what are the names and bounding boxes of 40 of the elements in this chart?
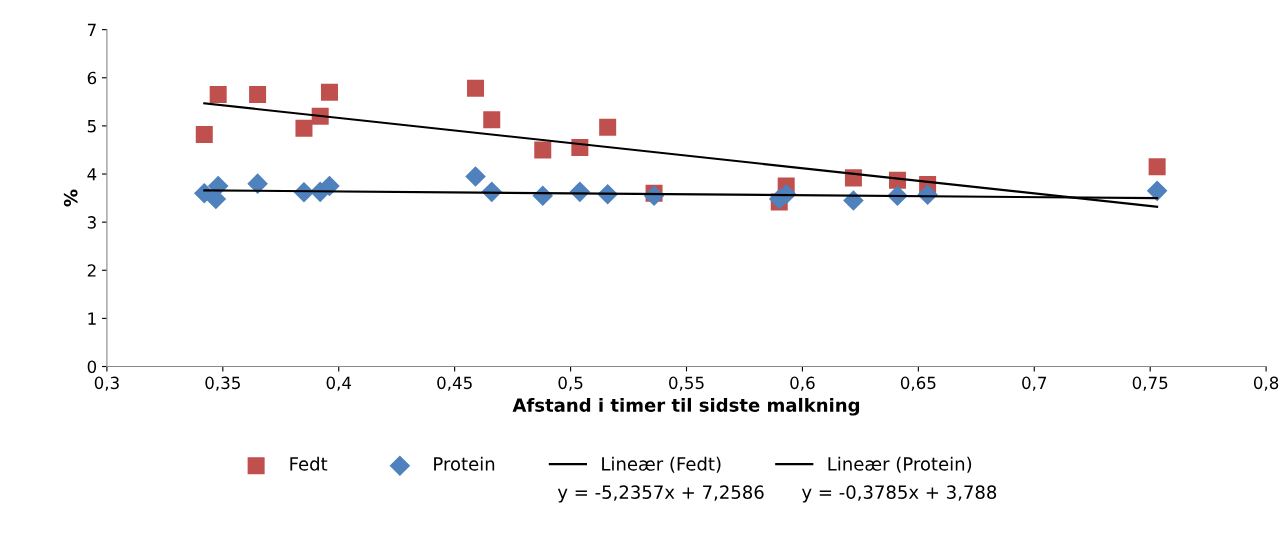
y-axis-title: % [63, 189, 78, 207]
x-tick-label: 0,4 [326, 376, 352, 391]
point [599, 118, 617, 136]
point [483, 111, 501, 129]
x-tick-label: 0,5 [558, 376, 583, 391]
legend-label: Protein [434, 456, 495, 471]
point [1148, 158, 1166, 176]
x-tick-label: 0,3 [94, 376, 119, 391]
x-tick-label: 0,8 [1253, 376, 1279, 391]
point [209, 86, 227, 104]
point [467, 79, 485, 97]
y-tick-label: 3 [87, 216, 96, 229]
y-tick-label: 0 [87, 360, 97, 374]
point [295, 119, 313, 137]
text: y = -5,2357x + 7,2586 [557, 485, 764, 503]
x-tick-label: 0,75 [1132, 376, 1168, 391]
x-tick-label: 0,6 [790, 376, 815, 391]
y-tick-label: 2 [87, 264, 96, 277]
y-tick-label: 1 [88, 312, 96, 325]
x-tick-label: 0,55 [669, 376, 704, 391]
point [247, 173, 268, 194]
legend-label: Fedt [290, 456, 328, 471]
y-tick-label: 6 [87, 71, 97, 85]
point [1146, 180, 1168, 202]
x-tick-label: 0,45 [437, 376, 472, 391]
x-tick-label: 0,65 [900, 376, 936, 391]
legend-label: Lineær (Protein) [828, 456, 972, 473]
point [465, 166, 486, 187]
legend-label: Lineær (Fedt) [602, 456, 721, 473]
point [534, 141, 552, 159]
point [320, 83, 338, 101]
x-tick-label: 0,7 [1022, 376, 1047, 391]
y-tick-label: 4 [87, 168, 97, 181]
text: y = -0,3785x + 3,788 [801, 485, 997, 503]
y-tick-label: 7 [87, 23, 96, 36]
point [195, 126, 213, 144]
point [249, 86, 267, 104]
x-axis-title: Afstand i timer til sidste malkning [512, 397, 860, 416]
y-tick-label: 5 [87, 120, 96, 133]
x-tick-label: 0,35 [205, 376, 240, 391]
